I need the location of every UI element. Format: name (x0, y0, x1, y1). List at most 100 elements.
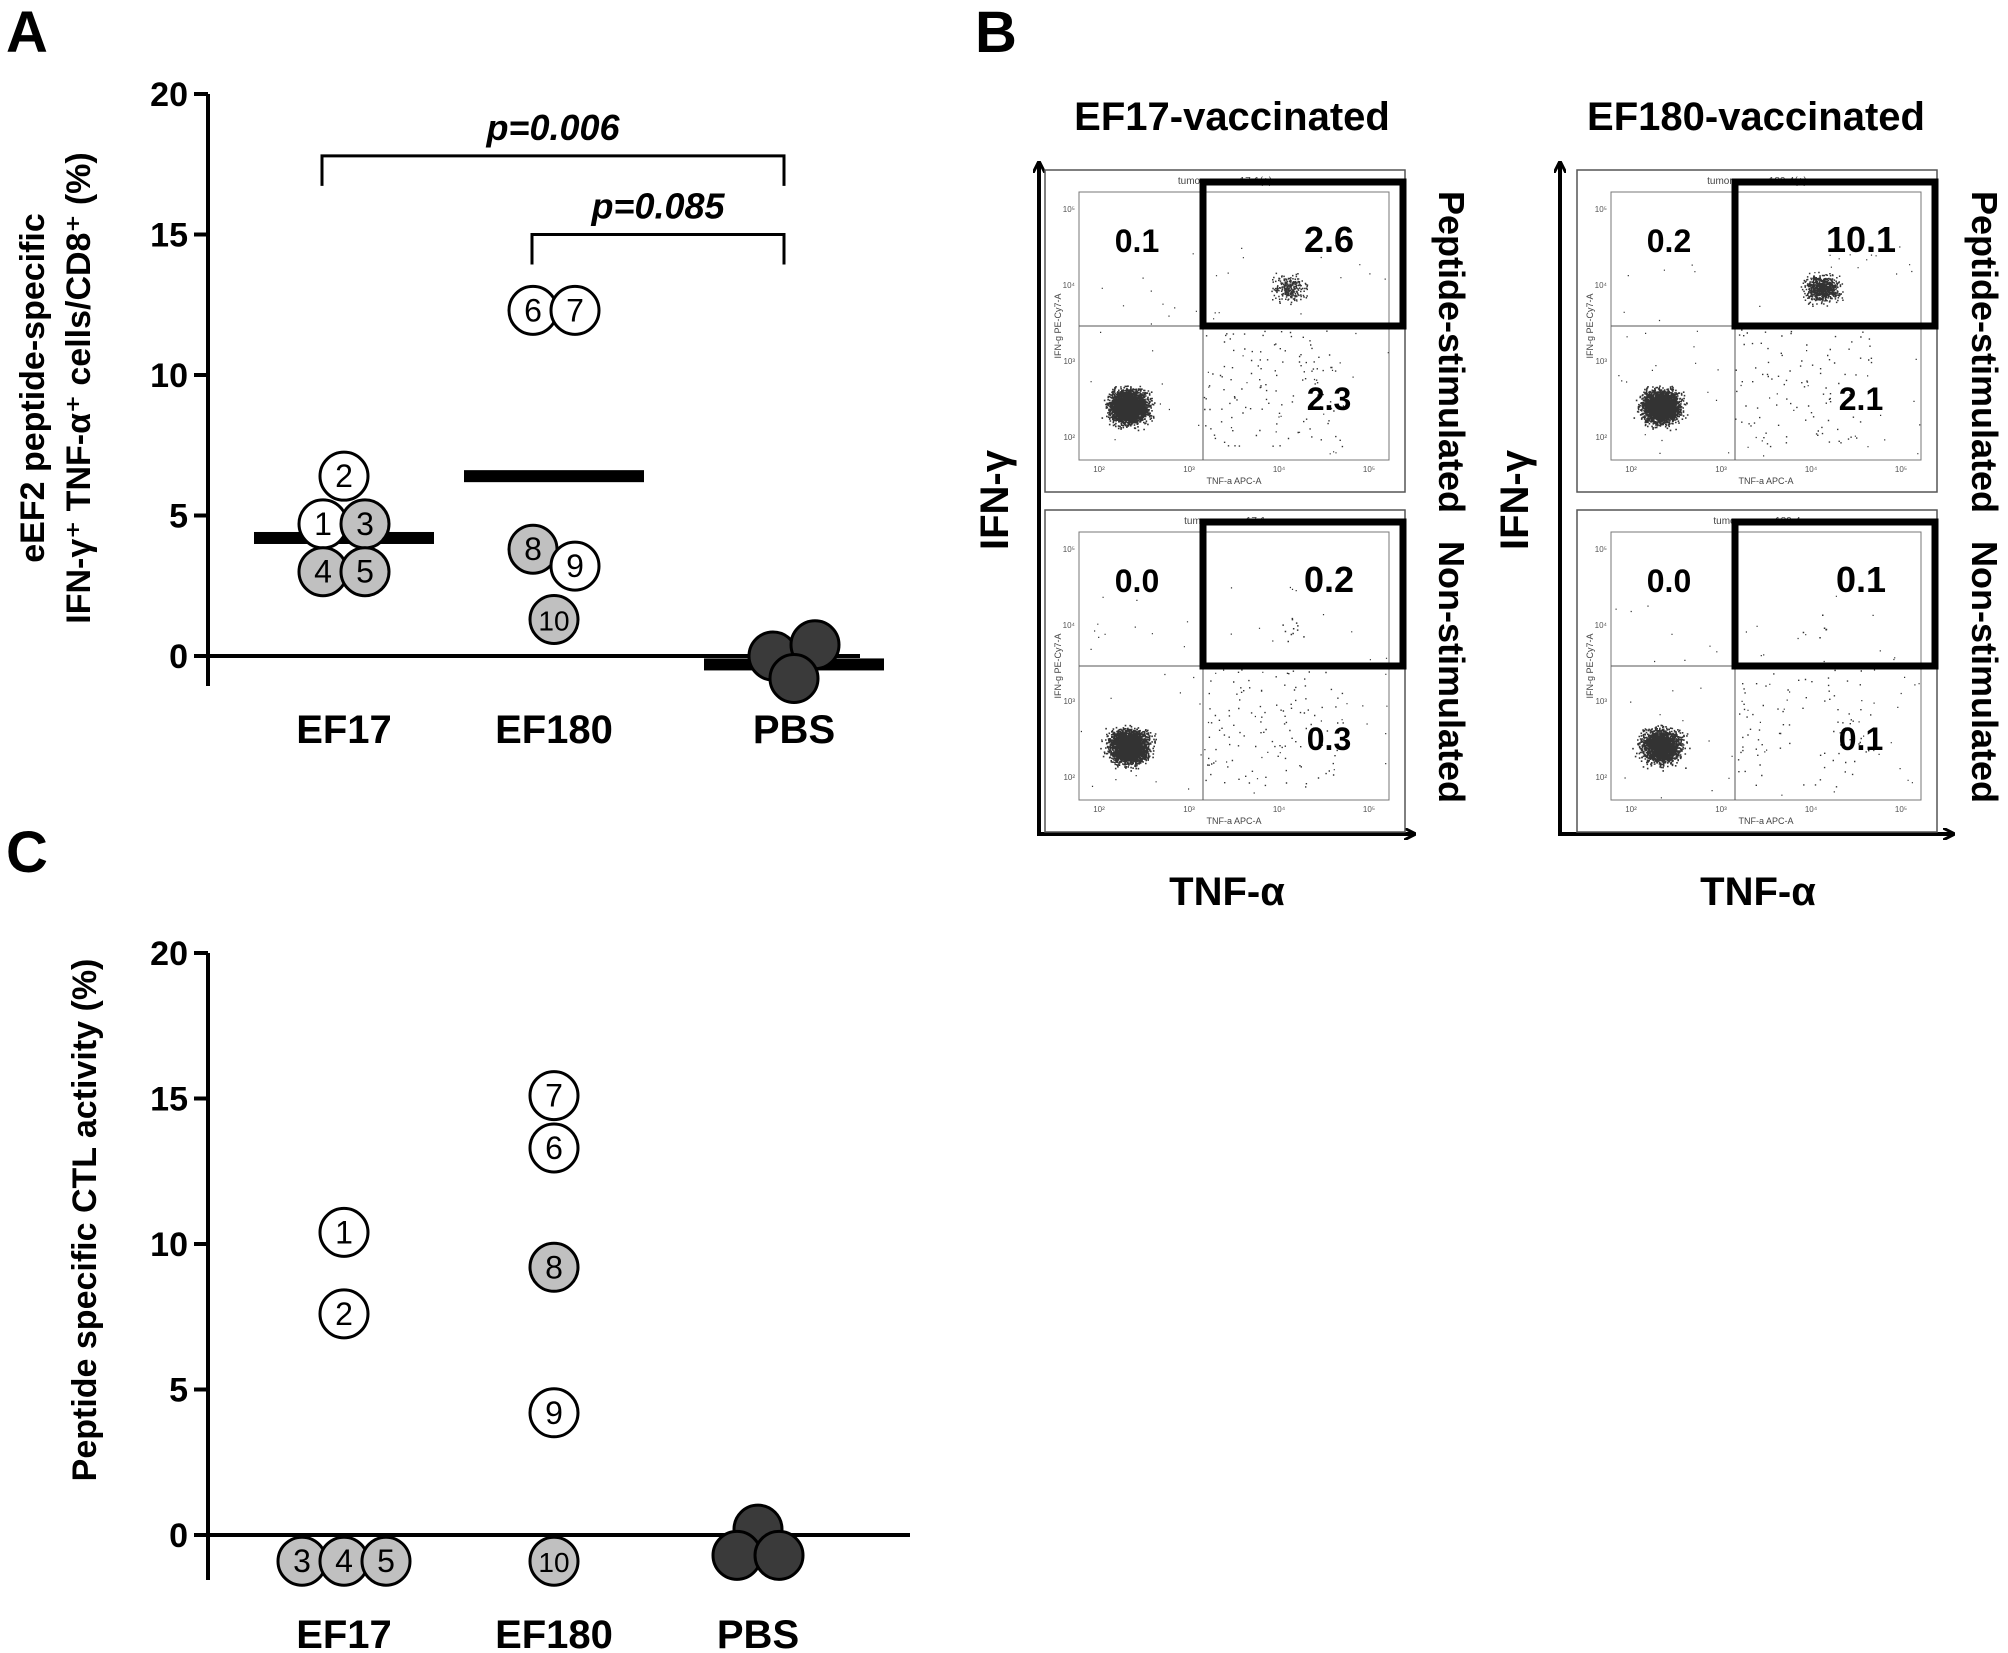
data-point-label: 5 (377, 1543, 395, 1579)
flow-y-tick: 10⁴ (1063, 281, 1076, 290)
x-category-label: EF180 (495, 1613, 613, 1653)
data-point-label: 8 (524, 531, 542, 567)
flow-y-tick: 10⁴ (1595, 621, 1608, 630)
panel-a-annotations: p=0.006 p=0.085 (320, 107, 786, 265)
quadrant-value-ul: 0.0 (1647, 563, 1691, 599)
y-tick-label: 5 (169, 1372, 188, 1410)
flow-y-tick: 10⁵ (1595, 205, 1607, 214)
flow-y-tick: 10⁵ (1595, 545, 1607, 554)
flow-plot: tumor mouse-17-110²10²10³10³10⁴10⁴10⁵10⁵… (1044, 509, 1407, 833)
double-positive-gate (1199, 518, 1407, 670)
panel-c-ylabel: Peptide specific CTL activity (%) (66, 959, 104, 1482)
flow-x-tick: 10⁴ (1805, 465, 1818, 474)
data-point (528, 1122, 580, 1174)
data-point-label: 9 (566, 548, 584, 584)
flow-y-tick: 10³ (1063, 357, 1075, 366)
y-tick-label: 15 (150, 217, 188, 255)
data-point-label: 8 (545, 1249, 563, 1285)
y-tick-label: 0 (169, 638, 188, 676)
flow-x-tick: 10⁴ (1805, 805, 1818, 814)
flow-y-tick: 10³ (1595, 357, 1607, 366)
quadrant-value-ul: 0.0 (1115, 563, 1159, 599)
data-point-label: 2 (335, 1296, 353, 1332)
flow-y-tick: 10² (1063, 773, 1075, 782)
panel-a-ylabel-line2: IFN-γ⁺ TNF-α⁺ cells/CD8⁺ (%) (60, 152, 98, 623)
data-point-label: 6 (545, 1130, 563, 1166)
flow-y-tick: 10² (1595, 433, 1607, 442)
side-label-peptide-stimulated-right: Peptide-stimulated (1964, 191, 2005, 513)
panel-label-c: C (6, 820, 48, 885)
tnf-alpha-label-right: TNF-α (1700, 870, 1816, 914)
flow-y-axis-label: IFN-g PE-Cy7-A (1585, 293, 1595, 358)
panel-b-title-ef180: EF180-vaccinated (1587, 95, 1925, 139)
quadrant-value-ul: 0.2 (1647, 223, 1691, 259)
panel-b-plots: tumor mouse-17-1(+)10²10²10³10³10⁴10⁴10⁵… (1044, 169, 1939, 833)
flow-y-axis-label: IFN-g PE-Cy7-A (1053, 633, 1063, 698)
quadrant-value-ur: 10.1 (1826, 219, 1896, 260)
ifn-gamma-label-right: IFN-γ (1493, 449, 1537, 550)
flow-y-tick: 10⁴ (1063, 621, 1076, 630)
double-positive-gate (1731, 518, 1939, 670)
flow-x-tick: 10³ (1183, 805, 1195, 814)
quadrant-value-lr: 2.3 (1307, 381, 1351, 417)
data-point (360, 1535, 412, 1587)
side-label-peptide-stimulated-left: Peptide-stimulated (1431, 191, 1472, 513)
data-point-label: 2 (335, 458, 353, 494)
panel-b-flow-cytometry: EF17-vaccinated EF180-vaccinated IFN-γ T… (973, 95, 2005, 914)
y-tick-label: 0 (169, 1517, 188, 1555)
flow-y-tick: 10⁵ (1063, 205, 1075, 214)
panel-label-b: B (975, 0, 1017, 65)
data-point-label: 5 (356, 554, 374, 590)
data-point (318, 450, 370, 502)
panel-c-chart: Peptide specific CTL activity (%) 0 5 10 15… (66, 935, 910, 1653)
panel-c-points: 1 2 3 4 5 7 6 8 9 10 (276, 1070, 805, 1587)
panel-c-axes: 0 5 10 15 20 (150, 935, 910, 1580)
flow-x-axis-label: TNF-a APC-A (1206, 816, 1261, 826)
flow-plot: tumor mouse-180-410²10²10³10³10⁴10⁴10⁵10… (1576, 509, 1939, 833)
flow-x-tick: 10³ (1715, 465, 1727, 474)
quadrant-value-lr: 0.3 (1307, 721, 1351, 757)
flow-x-tick: 10³ (1183, 465, 1195, 474)
flow-x-tick: 10⁴ (1273, 805, 1286, 814)
quadrant-value-lr: 0.1 (1839, 721, 1883, 757)
flow-x-tick: 10⁵ (1363, 805, 1375, 814)
p-value-label: p=0.085 (590, 186, 725, 227)
panel-c-x-labels: EF17 EF180 PBS (296, 1613, 799, 1653)
flow-y-tick: 10² (1063, 433, 1075, 442)
panel-a-x-labels: EF17 EF180 PBS (296, 708, 835, 752)
side-label-non-stimulated-left: Non-stimulated (1431, 541, 1472, 803)
flow-y-tick: 10⁵ (1063, 545, 1075, 554)
panel-a-chart: eEF2 peptide-specific IFN-γ⁺ TNF-α⁺ cell… (14, 76, 884, 752)
data-point-label: 10 (538, 1547, 569, 1578)
flow-y-tick: 10⁴ (1595, 281, 1608, 290)
flow-x-axis-label: TNF-a APC-A (1738, 476, 1793, 486)
flow-y-axis-label: IFN-g PE-Cy7-A (1585, 633, 1595, 698)
flow-y-tick: 10³ (1595, 697, 1607, 706)
data-point-label: 10 (538, 605, 569, 636)
data-point (768, 652, 820, 704)
flow-x-tick: 10² (1093, 465, 1105, 474)
quadrant-value-ur: 0.1 (1836, 559, 1886, 600)
y-tick-label: 20 (150, 935, 188, 973)
flow-x-tick: 10⁵ (1895, 805, 1907, 814)
flow-x-tick: 10⁵ (1895, 465, 1907, 474)
x-category-label: EF17 (296, 708, 392, 752)
x-category-label: PBS (753, 708, 835, 752)
flow-x-tick: 10² (1093, 805, 1105, 814)
data-point-label: 3 (356, 506, 374, 542)
data-point (339, 546, 391, 598)
data-point (318, 1206, 370, 1258)
flow-plot-frame (1044, 509, 1406, 833)
data-point (549, 540, 601, 592)
data-point (528, 1070, 580, 1122)
data-point-label: 9 (545, 1395, 563, 1431)
tnf-alpha-label-left: TNF-α (1169, 870, 1285, 914)
significance-bracket (320, 154, 786, 186)
data-point (528, 1241, 580, 1293)
y-tick-label: 15 (150, 1081, 188, 1119)
panel-a-ylabel-line1: eEF2 peptide-specific (14, 213, 52, 563)
quadrant-value-lr: 2.1 (1839, 381, 1883, 417)
data-point (318, 1288, 370, 1340)
flow-x-tick: 10³ (1715, 805, 1727, 814)
